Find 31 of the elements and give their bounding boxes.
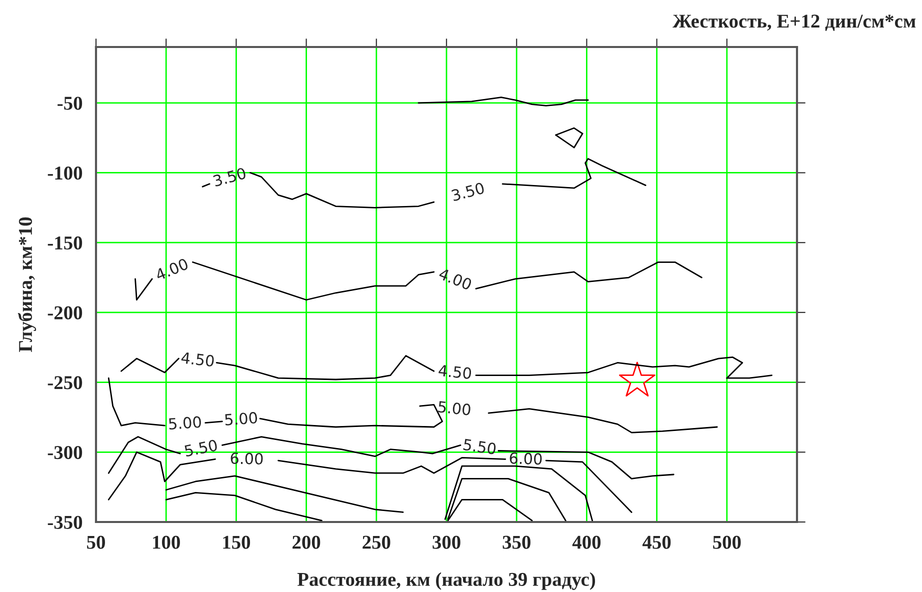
- y-tick-label: -250: [48, 376, 82, 390]
- text: 5.50: [463, 438, 496, 455]
- y-tick-label: -50: [58, 96, 82, 110]
- text: 4.00: [154, 258, 189, 281]
- text: 3.50: [451, 182, 485, 202]
- y-tick-label: -200: [48, 306, 82, 320]
- x-tick-label: 500: [713, 536, 741, 549]
- x-tick-label: 350: [502, 536, 530, 549]
- text: 5.00: [224, 412, 258, 426]
- text: 4.00: [438, 268, 472, 290]
- x-tick-label: 450: [642, 536, 671, 549]
- x-axis-title: Расстояние, км (начало 39 градус): [297, 572, 596, 590]
- x-tick-label: 200: [292, 536, 320, 549]
- chart-title: Жесткость, E+12 дин/см*см: [672, 14, 916, 31]
- y-axis-title: Глубина, км*10: [18, 217, 36, 352]
- text: 4.50: [180, 352, 214, 367]
- text: 5.50: [184, 439, 218, 457]
- text: 3.50: [212, 167, 246, 187]
- x-tick-label: 50: [87, 536, 105, 549]
- y-tick-label: -150: [48, 236, 82, 250]
- y-tick-label: -300: [48, 446, 82, 460]
- y-tick-label: -350: [48, 516, 82, 529]
- x-tick-label: 100: [153, 536, 180, 549]
- x-tick-label: 150: [223, 536, 250, 549]
- x-tick-label: 400: [572, 536, 601, 549]
- text: 5.00: [438, 400, 471, 416]
- x-tick-label: 300: [432, 536, 460, 549]
- text: 4.50: [438, 364, 472, 380]
- text: 5.00: [168, 416, 202, 430]
- x-tick-label: 250: [362, 536, 390, 549]
- y-tick-label: -100: [48, 166, 82, 180]
